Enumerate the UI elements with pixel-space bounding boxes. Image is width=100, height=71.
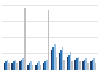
Bar [70, 52, 71, 70]
Bar [85, 58, 87, 70]
Bar [43, 63, 44, 70]
Bar [62, 47, 63, 70]
Bar [66, 57, 68, 70]
Bar [84, 60, 85, 70]
Bar [11, 63, 13, 70]
Bar [4, 63, 5, 70]
Bar [37, 63, 38, 70]
Bar [16, 63, 18, 70]
Bar [95, 63, 96, 70]
Bar [19, 61, 21, 70]
Bar [60, 50, 62, 70]
Bar [38, 61, 40, 70]
Bar [13, 61, 15, 70]
Bar [35, 65, 37, 70]
Bar [21, 60, 22, 70]
Bar [54, 44, 56, 70]
Bar [90, 61, 92, 70]
Bar [29, 63, 30, 70]
Bar [40, 65, 41, 70]
Bar [22, 58, 24, 70]
Bar [8, 63, 10, 70]
Bar [79, 61, 81, 70]
Bar [82, 61, 84, 70]
Bar [59, 53, 60, 70]
Bar [71, 61, 73, 70]
Bar [32, 65, 34, 70]
Bar [27, 65, 29, 70]
Bar [46, 60, 48, 70]
Bar [56, 57, 57, 70]
Bar [24, 8, 26, 70]
Bar [30, 61, 32, 70]
Bar [51, 50, 52, 70]
Bar [92, 60, 93, 70]
Bar [93, 58, 95, 70]
Bar [78, 57, 79, 70]
Bar [44, 61, 46, 70]
Bar [68, 55, 70, 70]
Bar [52, 47, 54, 70]
Bar [48, 10, 49, 70]
Bar [76, 58, 78, 70]
Bar [5, 61, 7, 70]
Bar [63, 60, 65, 70]
Bar [74, 60, 76, 70]
Bar [15, 60, 16, 70]
Bar [7, 60, 8, 70]
Bar [87, 63, 89, 70]
